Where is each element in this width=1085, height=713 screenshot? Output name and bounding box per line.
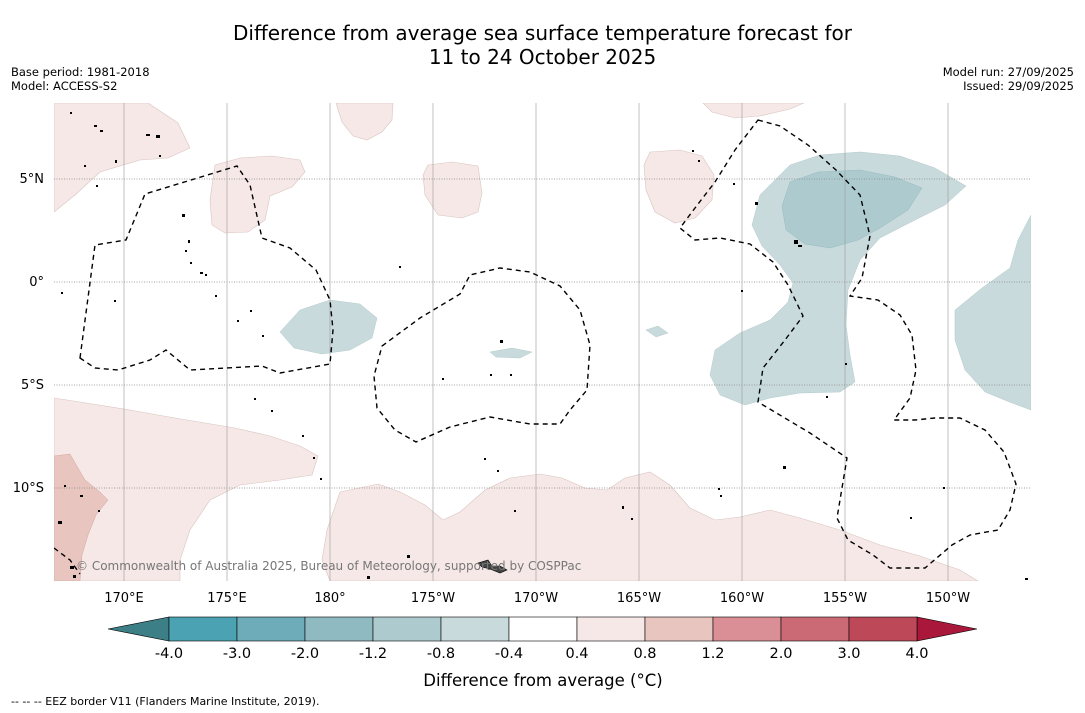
lat-label-10s: 10°S bbox=[13, 481, 44, 496]
cool-region-central-small bbox=[489, 347, 533, 359]
colorbar-segment bbox=[304, 616, 374, 642]
cool-region-central-west bbox=[279, 299, 378, 355]
lon-label-175w: 175°W bbox=[411, 591, 455, 606]
colorbar-tick-label: 2.0 bbox=[769, 646, 792, 662]
lon-label-150w: 150°W bbox=[926, 591, 970, 606]
colorbar-tick-label: -0.8 bbox=[427, 646, 455, 662]
colorbar-tick-label: 4.0 bbox=[905, 646, 928, 662]
lon-label-170w: 170°W bbox=[514, 591, 558, 606]
model-name: Model: ACCESS-S2 bbox=[11, 79, 118, 93]
warm-region-northeast bbox=[702, 103, 805, 119]
colorbar-segments bbox=[168, 616, 918, 642]
colorbar-segment bbox=[576, 616, 646, 642]
colorbar-segment bbox=[440, 616, 510, 642]
colorbar-segment bbox=[644, 616, 714, 642]
chart-title: Difference from average sea surface temp… bbox=[0, 21, 1085, 69]
colorbar-over-arrow bbox=[916, 616, 978, 642]
warm-region-south bbox=[54, 397, 319, 581]
meta-left: Base period: 1981-2018 Model: ACCESS-S2 bbox=[11, 65, 150, 93]
lat-label-0: 0° bbox=[29, 275, 44, 290]
warm-region-line-islands bbox=[643, 149, 715, 224]
colorbar-under-arrow bbox=[107, 616, 170, 642]
colorbar-segment bbox=[848, 616, 918, 642]
eez-gilbert bbox=[79, 165, 334, 374]
map-area: © Commonwealth of Australia 2025, Bureau… bbox=[54, 103, 1031, 581]
gridlines bbox=[123, 103, 949, 581]
cool-region-core bbox=[781, 169, 923, 249]
cool-region-east-small bbox=[645, 325, 669, 338]
colorbar-segment bbox=[712, 616, 782, 642]
colorbar-tick-labels: -4.0 -3.0 -2.0 -1.2 -0.8 -0.4 0.4 0.8 1.2 2.0 3.0 4… bbox=[155, 646, 929, 662]
island-markers bbox=[58, 112, 1028, 580]
colorbar-segment bbox=[168, 616, 238, 642]
colorbar-tick-label: -0.4 bbox=[495, 646, 523, 662]
lon-axis-labels: 170°E 175°E 180° 175°W 170°W 165°W 160°W… bbox=[104, 591, 970, 606]
warm-region-north-central bbox=[335, 103, 394, 141]
colorbar-tick-label: -4.0 bbox=[155, 646, 183, 662]
colorbar-tick-label: 0.4 bbox=[565, 646, 588, 662]
warm-anomaly-regions bbox=[54, 103, 979, 581]
colorbar: -4.0 -3.0 -2.0 -1.2 -0.8 -0.4 0.4 0.8 1.2 2.0 3.0 4… bbox=[107, 616, 978, 690]
colorbar-tick-label: -1.2 bbox=[359, 646, 387, 662]
base-period: Base period: 1981-2018 bbox=[11, 65, 150, 79]
cool-region-far-east bbox=[954, 214, 1031, 411]
issued-date: Issued: 29/09/2025 bbox=[963, 79, 1074, 93]
lon-label-170e: 170°E bbox=[104, 591, 144, 606]
lat-label-5n: 5°N bbox=[20, 172, 45, 187]
cool-anomaly-regions bbox=[279, 151, 1031, 411]
warm-region-phoenix bbox=[422, 161, 483, 219]
colorbar-segment bbox=[780, 616, 850, 642]
eez-borders bbox=[54, 119, 1017, 575]
island-samoa bbox=[477, 559, 508, 574]
title-line-2: 11 to 24 October 2025 bbox=[428, 45, 657, 69]
colorbar-tick-label: 1.2 bbox=[701, 646, 724, 662]
lat-axis-labels: 5°N 0° 5°S 10°S bbox=[13, 172, 44, 496]
lon-label-160w: 160°W bbox=[720, 591, 764, 606]
meta-right: Model run: 27/09/2025 Issued: 29/09/2025 bbox=[943, 65, 1074, 93]
model-run: Model run: 27/09/2025 bbox=[942, 65, 1074, 79]
title-line-1: Difference from average sea surface temp… bbox=[232, 21, 852, 45]
colorbar-segment bbox=[508, 616, 578, 642]
footnote-eez-legend: -- -- -- EEZ border V11 (Flanders Marine… bbox=[11, 695, 320, 708]
eez-phoenix bbox=[373, 267, 591, 443]
colorbar-tick-label: 3.0 bbox=[837, 646, 860, 662]
lon-label-165w: 165°W bbox=[617, 591, 661, 606]
lat-gridlines bbox=[54, 178, 1031, 489]
lon-label-155w: 155°W bbox=[823, 591, 867, 606]
eez-south-partial bbox=[54, 547, 81, 575]
colorbar-tick-label: -3.0 bbox=[223, 646, 251, 662]
colorbar-segment bbox=[372, 616, 442, 642]
copyright-text: © Commonwealth of Australia 2025, Bureau… bbox=[76, 559, 581, 573]
warm-region-northwest bbox=[54, 103, 191, 213]
cool-region-east-main bbox=[709, 151, 967, 406]
lat-label-5s: 5°S bbox=[21, 378, 44, 393]
eez-line-islands bbox=[679, 119, 1017, 569]
colorbar-tick-label: -2.0 bbox=[291, 646, 319, 662]
warm-region-gilbert-islands bbox=[209, 155, 306, 234]
lon-label-180: 180° bbox=[314, 591, 345, 606]
colorbar-tick-label: 0.8 bbox=[633, 646, 656, 662]
colorbar-segment bbox=[236, 616, 306, 642]
colorbar-label: Difference from average (°C) bbox=[423, 671, 662, 690]
warm-region-southeast bbox=[321, 471, 979, 581]
warm-region-strong-southwest bbox=[54, 453, 109, 581]
lon-label-175e: 175°E bbox=[207, 591, 247, 606]
